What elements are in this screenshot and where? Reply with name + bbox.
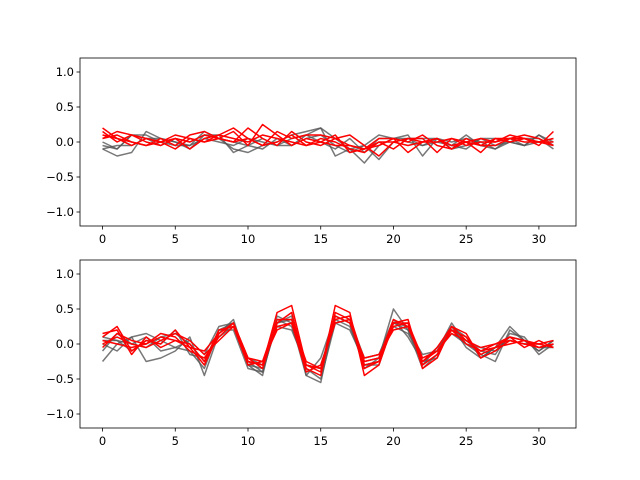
x-tick-label: 15 bbox=[313, 434, 328, 448]
y-tick-label: 0.0 bbox=[56, 135, 74, 149]
series-line-red-6 bbox=[102, 123, 554, 154]
series-line-red-4 bbox=[102, 127, 554, 157]
series-group bbox=[101, 304, 554, 384]
series-line-red-9 bbox=[102, 315, 554, 370]
x-tick-label: 0 bbox=[99, 232, 106, 246]
series-group bbox=[102, 123, 554, 164]
x-tick-label: 30 bbox=[532, 434, 547, 448]
y-tick-label: −1.0 bbox=[46, 205, 74, 219]
series-line-red-5 bbox=[102, 304, 554, 377]
y-tick-label: 0.5 bbox=[56, 100, 74, 114]
x-tick-label: 15 bbox=[313, 232, 328, 246]
x-tick-label: 5 bbox=[172, 232, 179, 246]
x-tick-label: 10 bbox=[241, 434, 256, 448]
series-line-red-7 bbox=[102, 130, 554, 154]
x-tick-label: 5 bbox=[172, 434, 179, 448]
x-tick-label: 20 bbox=[386, 232, 401, 246]
y-tick-label: 0.0 bbox=[56, 337, 74, 351]
bottom-subplot: 0 5 10 15 20 25 30 −1.0 −0.5 0.0 0.5 1.0 bbox=[46, 259, 577, 448]
y-tick-label: −0.5 bbox=[46, 372, 74, 386]
series-line-red-8 bbox=[102, 134, 554, 150]
y-tick-label: 1.0 bbox=[56, 65, 74, 79]
top-subplot: 0 5 10 15 20 25 30 −1.0 −0.5 0.0 0.5 1.0 bbox=[46, 57, 577, 246]
x-tick-label: 25 bbox=[459, 434, 474, 448]
x-tick-label: 25 bbox=[459, 232, 474, 246]
y-tick-label: 1.0 bbox=[56, 267, 74, 281]
series-line-gray-2 bbox=[102, 134, 554, 154]
x-tick-label: 20 bbox=[386, 434, 401, 448]
x-tick-label: 30 bbox=[532, 232, 547, 246]
y-tick-label: −1.0 bbox=[46, 407, 74, 421]
y-tick-label: −0.5 bbox=[46, 170, 74, 184]
x-tick-label: 0 bbox=[99, 434, 106, 448]
y-tick-label: 0.5 bbox=[56, 302, 74, 316]
x-tick-label: 10 bbox=[241, 232, 256, 246]
